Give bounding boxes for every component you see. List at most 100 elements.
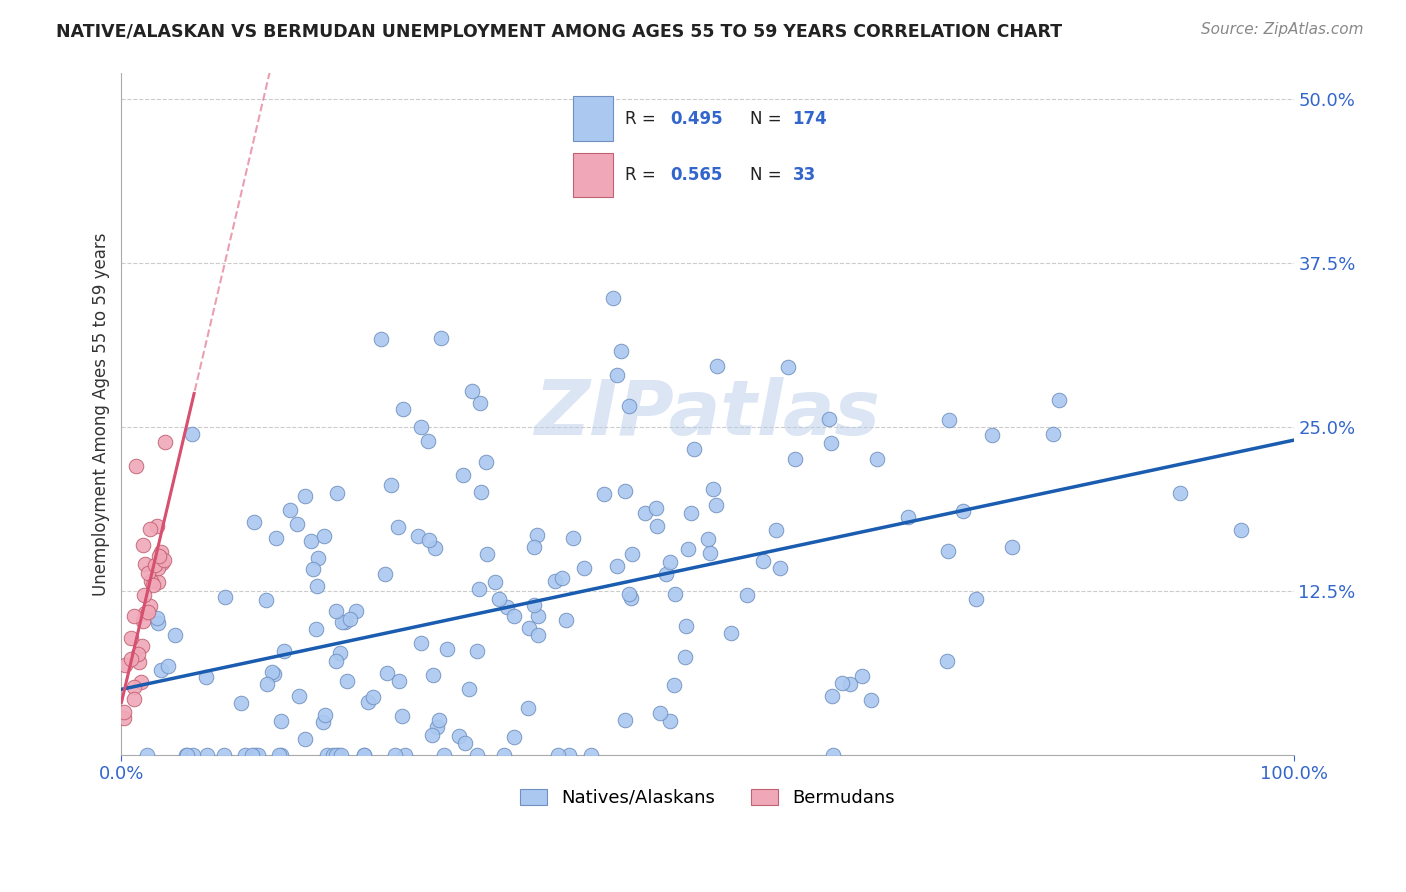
Point (270, 714, 292, 728)
Point (132, 588, 155, 602)
Point (516, 700, 538, 714)
Point (316, 747, 339, 762)
Legend: Natives/Alaskans, Bermudans: Natives/Alaskans, Bermudans (512, 781, 903, 814)
Point (634, 506, 657, 520)
Point (619, 400, 641, 414)
Point (860, 693, 883, 707)
Point (262, 665, 284, 679)
Point (314, 708, 336, 723)
Point (702, 482, 724, 496)
Point (194, 670, 217, 684)
Point (1168, 485, 1191, 500)
Point (411, 636, 433, 650)
Point (212, 747, 235, 762)
Point (433, 747, 456, 762)
Point (785, 452, 807, 467)
Point (602, 292, 624, 306)
Point (936, 544, 959, 558)
Point (134, 606, 156, 620)
Point (149, 545, 172, 559)
Text: ZIPatlas: ZIPatlas (534, 377, 880, 451)
Point (461, 384, 484, 399)
Point (523, 598, 546, 612)
Point (683, 442, 706, 456)
Point (243, 515, 266, 529)
Point (1001, 540, 1024, 554)
Point (112, 711, 135, 725)
Point (142, 578, 165, 592)
Point (662, 678, 685, 692)
Point (136, 566, 159, 581)
Point (675, 619, 697, 633)
Point (574, 561, 596, 575)
Point (558, 747, 581, 762)
Point (752, 554, 775, 568)
Point (406, 528, 429, 542)
Point (620, 591, 643, 605)
Point (143, 558, 166, 572)
Point (325, 604, 347, 618)
Point (429, 713, 451, 727)
Point (696, 532, 718, 546)
Point (132, 615, 155, 629)
Point (339, 612, 361, 626)
Point (547, 747, 569, 762)
Point (952, 504, 974, 518)
Point (174, 747, 197, 762)
Point (678, 541, 700, 556)
Point (307, 550, 329, 565)
Point (333, 615, 356, 629)
Point (645, 500, 668, 515)
Point (288, 690, 311, 704)
Point (387, 520, 409, 534)
Point (496, 600, 519, 615)
Point (384, 747, 406, 762)
Point (502, 608, 524, 623)
Point (146, 560, 169, 574)
Point (503, 730, 526, 744)
Point (610, 344, 633, 359)
Point (391, 709, 413, 723)
Point (129, 675, 152, 690)
Point (245, 747, 267, 762)
Point (704, 498, 727, 512)
Point (380, 478, 402, 492)
Point (325, 654, 347, 668)
Point (581, 747, 603, 762)
Point (436, 642, 458, 657)
Point (165, 628, 187, 642)
Point (124, 680, 146, 694)
Point (866, 451, 889, 466)
Point (606, 559, 628, 574)
Point (263, 666, 285, 681)
Point (146, 518, 169, 533)
Point (301, 562, 323, 576)
Point (614, 714, 637, 728)
Point (329, 646, 352, 660)
Point (423, 541, 446, 555)
Point (426, 720, 449, 734)
Point (938, 413, 960, 427)
Point (409, 420, 432, 434)
Point (648, 706, 671, 721)
Point (765, 523, 787, 537)
Point (394, 747, 416, 762)
Point (769, 560, 792, 574)
Point (458, 681, 481, 696)
Point (418, 533, 440, 547)
Point (820, 436, 842, 450)
Point (517, 621, 540, 635)
Point (139, 522, 162, 536)
Point (658, 555, 681, 569)
Point (326, 486, 349, 500)
Point (240, 747, 263, 762)
Point (449, 729, 471, 743)
Point (146, 574, 169, 589)
Point (388, 673, 411, 688)
Point (1047, 392, 1070, 407)
Point (645, 519, 668, 533)
Point (114, 657, 136, 672)
Point (322, 747, 344, 762)
Point (613, 484, 636, 499)
Point (655, 567, 678, 582)
